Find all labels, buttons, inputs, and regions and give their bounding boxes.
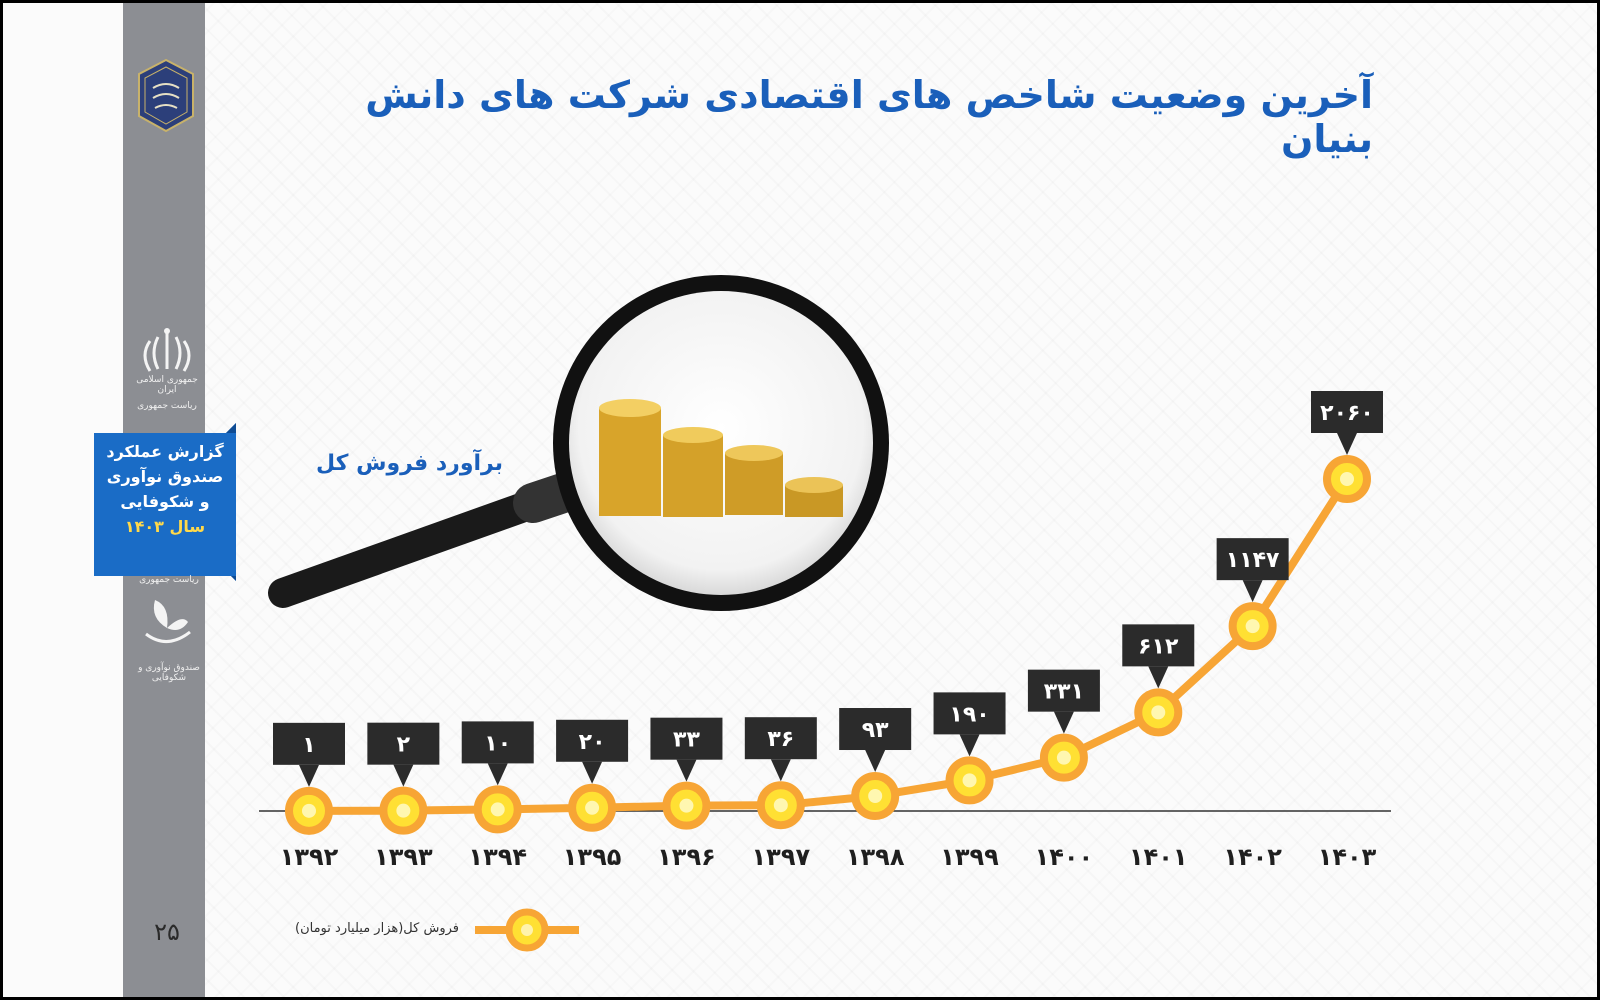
x-tick-label: ۱۳۹۸ <box>846 843 905 871</box>
value-label: ۳۳۱ <box>1044 680 1084 705</box>
value-label: ۱۹۰ <box>949 702 989 727</box>
value-label: ۲ <box>397 733 411 758</box>
value-callout-box <box>744 717 817 760</box>
x-tick-label: ۱۳۹۴ <box>468 843 527 871</box>
value-callout-box <box>273 722 345 765</box>
page-number: ۲۵ <box>154 918 180 946</box>
gov-caption-2: ریاست جمهوری <box>137 401 197 411</box>
chart-legend <box>475 908 579 952</box>
value-callout-pointer <box>865 750 886 773</box>
chart-subtitle: برآورد فروش کل <box>316 451 503 476</box>
value-label: ۳۶ <box>767 727 794 752</box>
report-line-4: سال ۱۴۰۳ <box>124 517 206 536</box>
value-callout-box <box>1122 624 1195 667</box>
value-callout: ۱۱۴۷ <box>1216 538 1289 603</box>
value-callout-pointer <box>1337 433 1357 455</box>
data-point-highlight <box>1056 750 1071 765</box>
report-badge: گزارش عملکرد صندوق نوآوری و شکوفایی سال … <box>94 433 236 576</box>
x-tick-label: ۱۳۹۵ <box>563 843 622 871</box>
value-label: ۳۳ <box>673 728 700 753</box>
value-callout-pointer <box>959 734 980 757</box>
data-point-highlight <box>302 803 316 818</box>
value-label: ۱۱۴۷ <box>1226 548 1280 573</box>
value-callout: ۱۹۰ <box>933 692 1006 757</box>
value-label: ۲۰۶۰ <box>1320 401 1374 426</box>
value-callout: ۱۰ <box>461 721 534 786</box>
report-line-3: و شکوفایی <box>120 492 210 511</box>
value-callout-box <box>367 722 440 765</box>
x-tick-label: ۱۳۹۲ <box>280 843 339 871</box>
fund-caption-1: ریاست جمهوری <box>139 575 199 585</box>
value-label: ۱۰ <box>484 731 511 756</box>
value-callout-box <box>1311 391 1383 433</box>
data-point-highlight <box>773 798 788 813</box>
magnifier-with-coins-icon <box>268 275 889 611</box>
value-callout-box <box>461 721 534 764</box>
gov-caption-1: جمهوری اسلامی ایران <box>136 375 198 395</box>
sales-line-chart: ۱ ۲ ۱۰ ۲۰ ۳۳ ۳۶ ۹۳ ۱۹۰ ۳۳۱ ۶۱۲ ۱۱۴۷ ۲۰۶۰ ۱۳۹۲ ۱۳۹۳ ۱۳… <box>259 391 1391 871</box>
value-callout: ۲۰ <box>556 719 629 784</box>
value-label: ۱ <box>302 733 315 758</box>
value-callout: ۹۳ <box>839 708 912 773</box>
legend-label: فروش کل(هزار میلیارد تومان) <box>295 921 459 936</box>
x-tick-label: ۱۳۹۳ <box>374 843 433 871</box>
value-callout-box <box>839 708 912 751</box>
value-callout: ۲۰۶۰ <box>1311 391 1383 455</box>
data-point-highlight <box>396 803 411 818</box>
value-callout-pointer <box>487 763 508 786</box>
background-pattern <box>203 3 1597 997</box>
data-point-highlight <box>1151 705 1166 720</box>
report-line-2: صندوق نوآوری <box>106 467 224 486</box>
report-line-1: گزارش عملکرد <box>106 442 224 461</box>
value-callout-box <box>556 719 629 762</box>
x-tick-label: ۱۴۰۱ <box>1129 843 1188 871</box>
scroll-emblem-icon <box>138 58 194 133</box>
value-callout-pointer <box>582 761 603 784</box>
value-callout-box <box>1216 538 1289 581</box>
value-label: ۶۱۲ <box>1138 634 1179 659</box>
x-tick-label: ۱۴۰۰ <box>1035 843 1094 871</box>
data-point-highlight <box>679 798 694 813</box>
value-callout-pointer <box>1148 666 1169 689</box>
x-tick-label: ۱۴۰۲ <box>1223 843 1282 871</box>
fund-caption-2: صندوق نوآوری و شکوفایی <box>138 663 200 683</box>
value-callout-pointer <box>393 764 414 787</box>
value-callout-box <box>1027 669 1100 712</box>
value-callout-pointer <box>1053 711 1074 734</box>
value-callout: ۳۳ <box>650 717 723 782</box>
iran-emblem-icon <box>143 328 191 372</box>
data-point-highlight <box>585 800 600 815</box>
value-callout-pointer <box>1242 580 1263 603</box>
value-callout: ۶۱۲ <box>1122 624 1195 689</box>
value-callout-pointer <box>770 759 791 782</box>
value-callout: ۳۳۱ <box>1027 669 1100 734</box>
value-label: ۲۰ <box>579 730 606 755</box>
slide: جمهوری اسلامی ایران ریاست جمهوری گزارش ع… <box>3 3 1597 997</box>
data-point-highlight <box>868 789 883 804</box>
data-point-highlight <box>962 773 977 788</box>
value-callout: ۲ <box>367 722 440 787</box>
x-tick-label: ۱۳۹۹ <box>940 843 999 871</box>
data-point-highlight <box>1245 619 1260 634</box>
x-tick-label: ۱۳۹۶ <box>657 843 716 871</box>
data-point-highlight <box>490 802 505 817</box>
value-callout: ۱ <box>273 722 345 787</box>
value-label: ۹۳ <box>862 718 889 743</box>
x-tick-label: ۱۴۰۳ <box>1318 843 1377 871</box>
value-callout-pointer <box>676 759 697 782</box>
value-callout-box <box>650 717 723 760</box>
x-tick-label: ۱۳۹۷ <box>752 843 811 871</box>
value-callout: ۳۶ <box>744 717 817 782</box>
value-callout-pointer <box>299 764 319 787</box>
data-point-highlight <box>1340 472 1354 486</box>
fund-leaf-logo-icon <box>145 600 191 643</box>
page-title: آخرین وضعیت شاخص های اقتصادی شرکت های دا… <box>365 73 1373 161</box>
value-callout-box <box>933 692 1006 735</box>
